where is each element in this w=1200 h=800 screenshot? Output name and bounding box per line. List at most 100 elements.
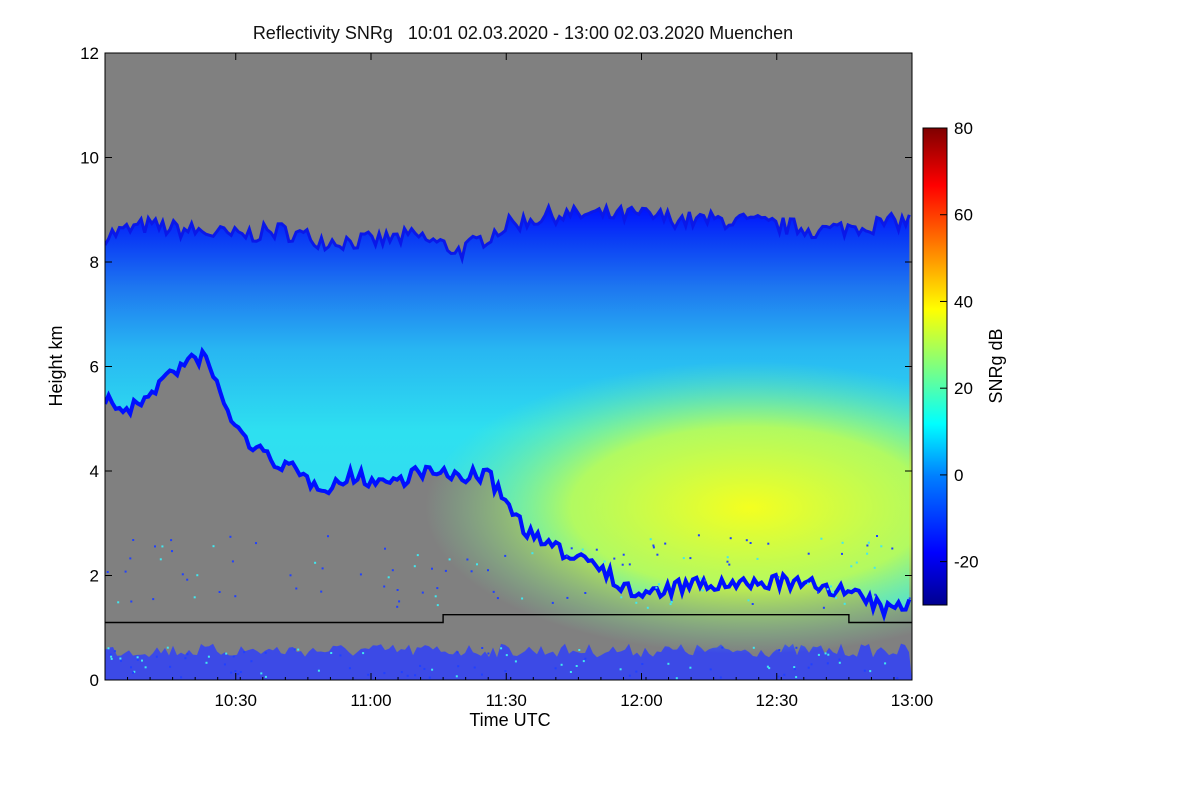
y-tick-label: 8 <box>90 253 99 272</box>
noise-speckle <box>255 542 257 545</box>
noise-speckle <box>832 591 835 594</box>
noise-speckle <box>869 670 872 673</box>
colorbar-label: SNRg dB <box>986 328 1006 403</box>
noise-speckle <box>260 672 263 675</box>
noise-speckle <box>414 674 417 677</box>
y-axis-label: Height km <box>46 325 66 406</box>
noise-speckle <box>838 661 841 664</box>
noise-speckle <box>504 670 507 673</box>
colorbar-tick-label: 60 <box>954 206 973 225</box>
noise-speckle <box>207 655 210 658</box>
y-tick-label: 6 <box>90 358 99 377</box>
noise-speckle <box>398 600 401 603</box>
noise-speckle <box>297 648 300 651</box>
noise-speckle <box>193 596 196 599</box>
noise-speckle <box>444 569 447 572</box>
noise-speckle <box>752 646 755 649</box>
noise-speckle <box>171 550 173 553</box>
noise-speckle <box>141 659 143 662</box>
noise-speckle <box>136 658 139 661</box>
noise-speckle <box>110 655 113 658</box>
noise-speckle <box>838 658 841 661</box>
noise-speckle <box>487 652 490 655</box>
noise-speckle <box>595 548 598 551</box>
noise-speckle <box>505 654 508 657</box>
noise-speckle <box>830 585 832 588</box>
noise-speckle <box>657 583 660 586</box>
y-tick-label: 4 <box>90 462 99 481</box>
noise-speckle <box>124 570 127 573</box>
noise-speckle <box>317 669 320 672</box>
axis-ticks: 0 2 4 6 8 10 12 10:30 11:00 11:30 12:00 12:30 13:00 <box>80 44 933 710</box>
noise-speckle <box>428 676 431 679</box>
noise-speckle <box>793 668 796 671</box>
noise-speckle <box>751 603 754 605</box>
noise-speckle <box>218 591 221 593</box>
noise-speckle <box>239 671 242 673</box>
noise-speckle <box>581 548 584 551</box>
noise-speckle <box>826 662 829 665</box>
noise-speckle <box>186 653 189 656</box>
noise-speckle <box>835 596 838 599</box>
noise-speckle <box>113 650 116 653</box>
noise-speckle <box>578 649 581 651</box>
noise-speckle <box>243 651 246 654</box>
noise-speckle <box>896 677 899 680</box>
noise-speckle <box>866 552 869 555</box>
noise-speckle <box>406 674 409 677</box>
x-tick-label: 12:30 <box>755 691 798 710</box>
noise-speckle <box>817 591 819 594</box>
noise-speckle <box>232 655 235 658</box>
noise-speckle <box>487 569 489 572</box>
noise-speckle <box>169 665 172 668</box>
noise-speckle <box>768 667 771 670</box>
noise-speckle <box>810 663 813 666</box>
noise-speckle <box>455 675 458 678</box>
noise-speckle <box>824 652 827 655</box>
noise-speckle <box>400 671 403 674</box>
noise-speckle <box>778 649 781 651</box>
noise-speckle <box>413 565 416 568</box>
noise-speckle <box>205 661 208 664</box>
noise-speckle <box>327 535 329 538</box>
noise-speckle <box>641 663 644 665</box>
noise-speckle <box>416 554 419 557</box>
noise-speckle <box>876 535 878 537</box>
noise-speckle <box>817 653 820 656</box>
noise-speckle <box>180 676 183 679</box>
noise-speckle <box>619 668 622 671</box>
noise-speckle <box>504 554 507 557</box>
noise-speckle <box>152 598 155 601</box>
noise-speckle <box>436 604 439 607</box>
noise-speckle <box>628 674 631 677</box>
noise-speckle <box>119 657 122 660</box>
noise-speckle <box>521 597 524 600</box>
noise-speckle <box>873 566 876 569</box>
noise-speckle <box>667 662 670 665</box>
noise-speckle <box>166 646 169 649</box>
noise-speckle <box>843 602 846 605</box>
noise-speckle <box>777 675 780 678</box>
colorbar <box>922 127 948 606</box>
noise-speckle <box>107 647 110 650</box>
noise-speckle <box>423 667 426 670</box>
noise-speckle <box>348 667 351 670</box>
y-tick-label: 0 <box>90 671 99 690</box>
noise-speckle <box>359 573 362 576</box>
noise-speckle <box>436 587 439 590</box>
noise-speckle <box>133 670 136 673</box>
noise-speckle <box>582 660 585 663</box>
noise-speckle <box>223 663 226 666</box>
noise-speckle <box>431 567 433 570</box>
noise-speckle <box>295 587 298 590</box>
noise-speckle <box>492 590 495 593</box>
noise-speckle <box>850 565 853 568</box>
noise-speckle <box>396 605 399 608</box>
noise-speckle <box>481 673 483 676</box>
colorbar-tick-label: 0 <box>954 466 963 485</box>
noise-speckle <box>144 666 147 669</box>
noise-speckle <box>655 586 658 589</box>
noise-speckle <box>635 670 638 673</box>
noise-speckle <box>470 570 473 573</box>
noise-speckle <box>646 606 649 609</box>
